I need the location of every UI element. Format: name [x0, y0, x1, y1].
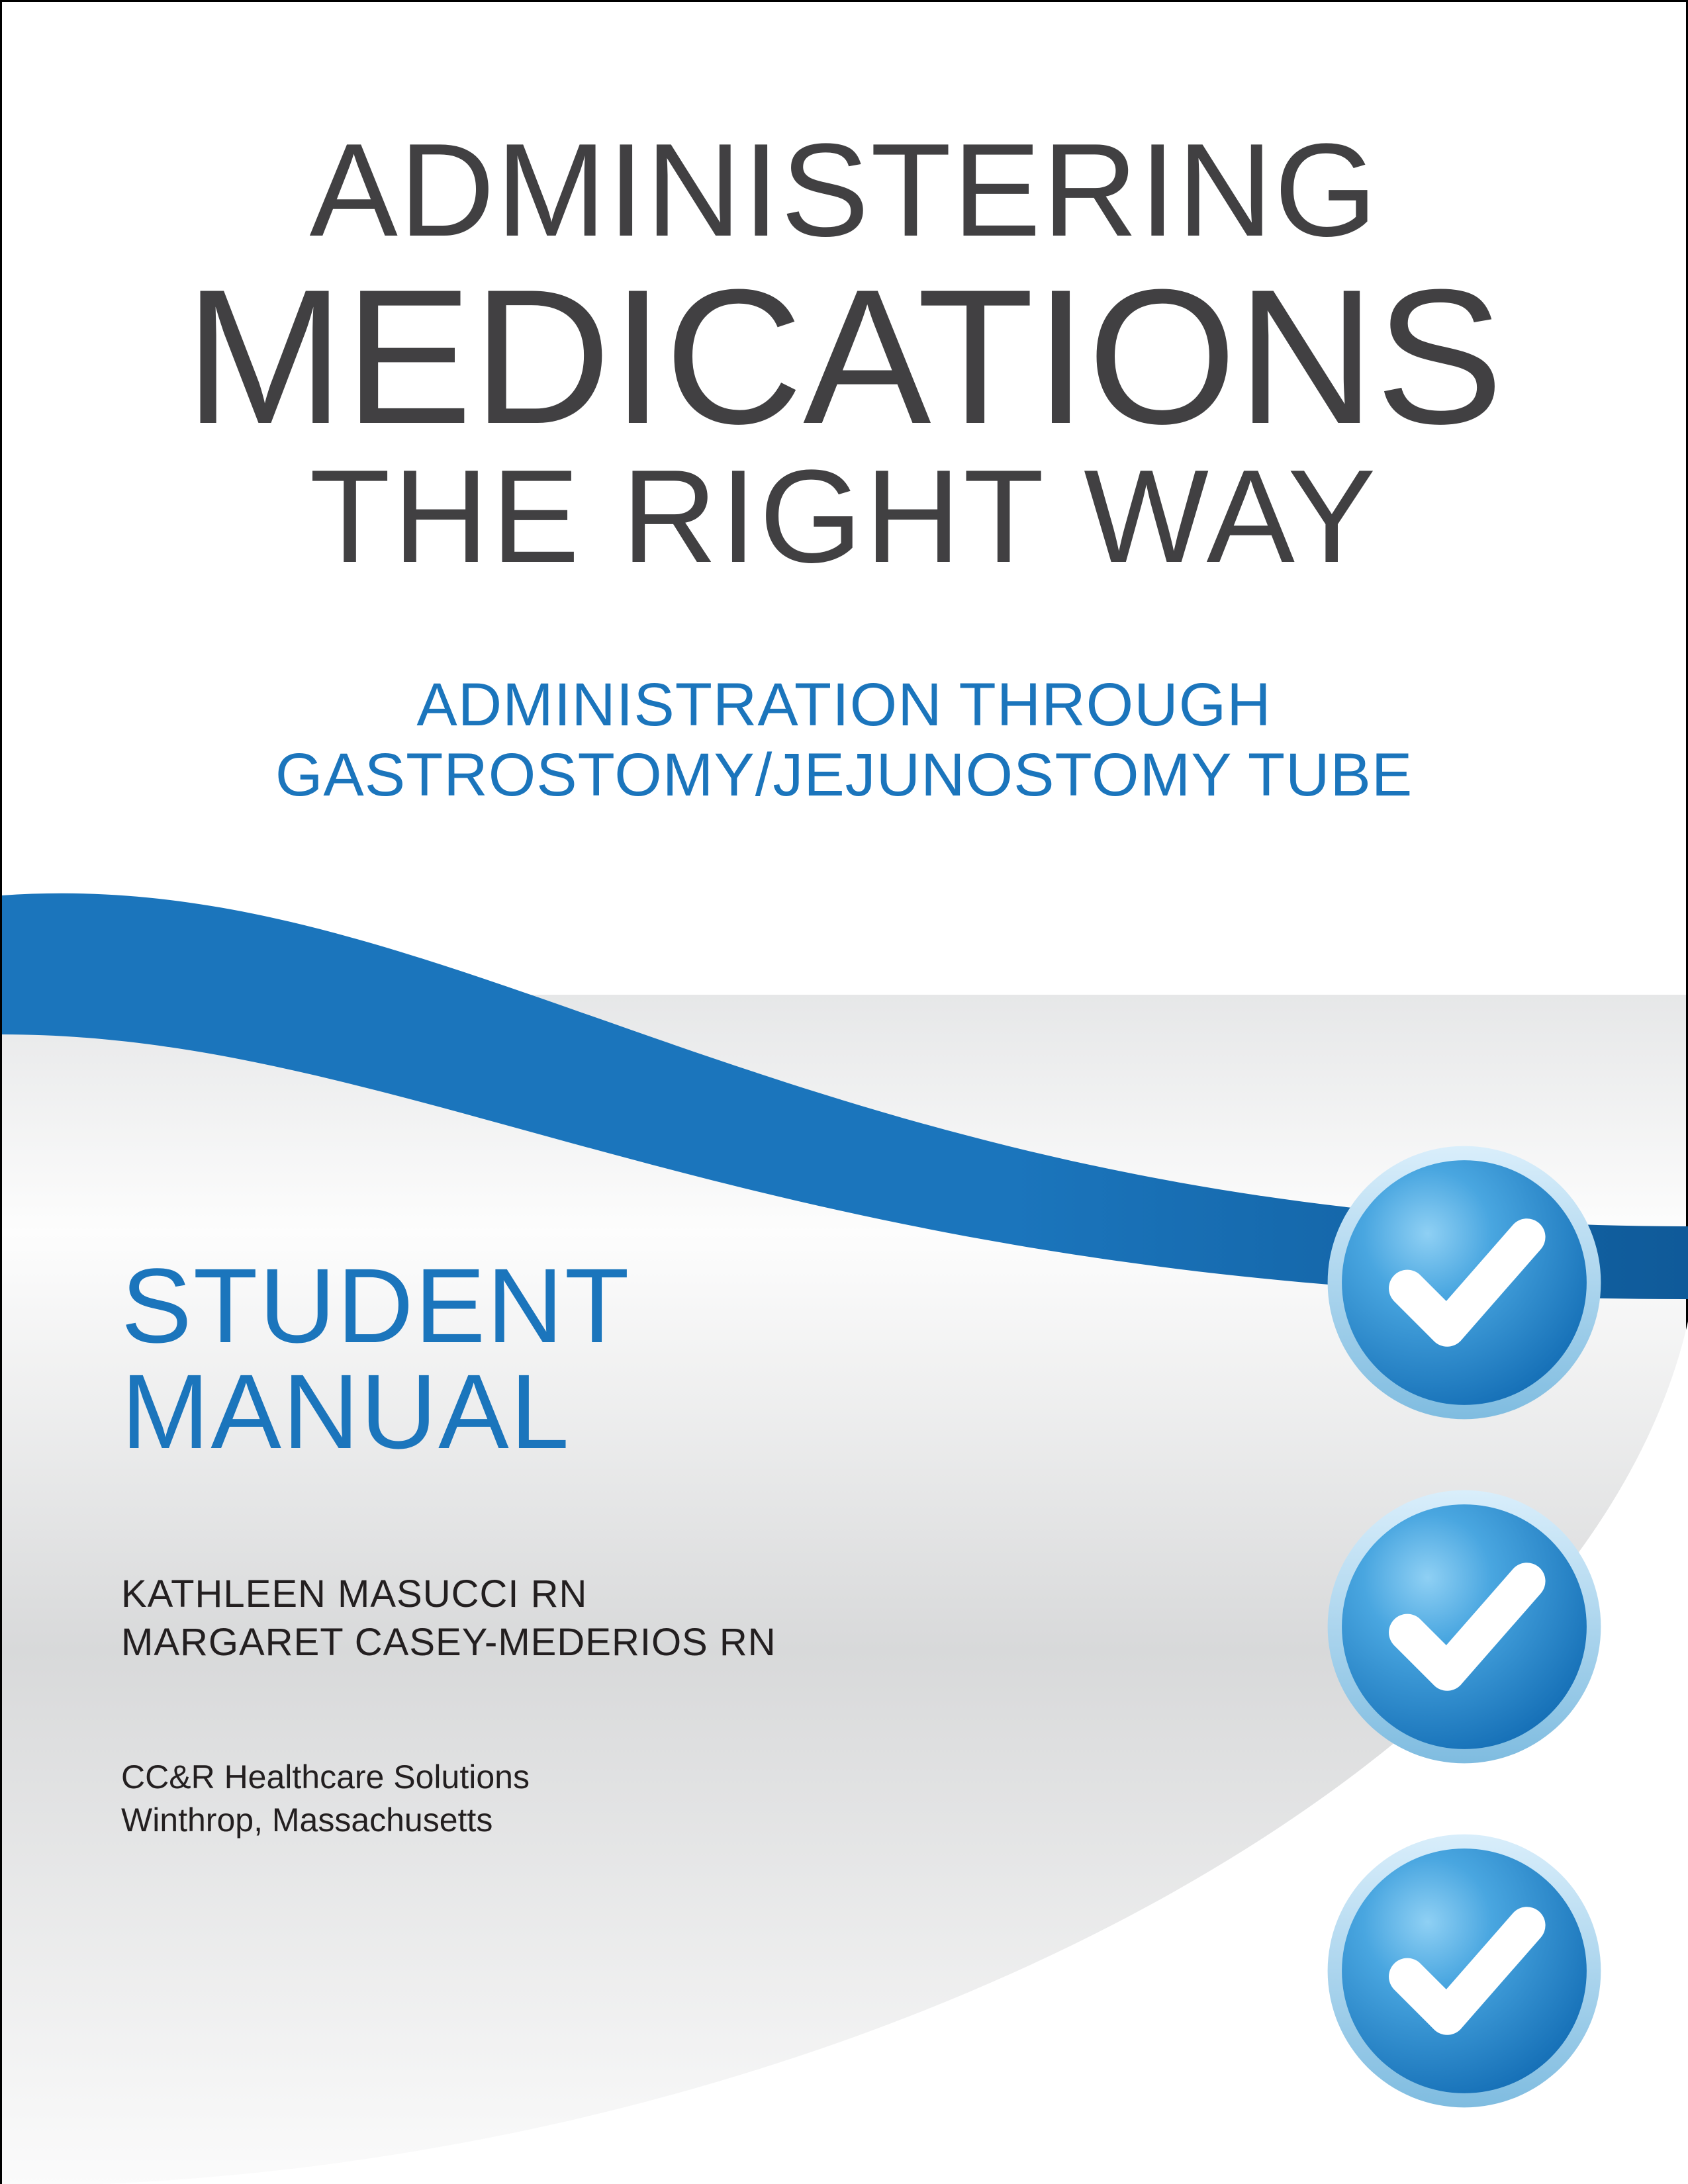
main-title: ADMINISTERING MEDICATIONS THE RIGHT WAY — [2, 114, 1686, 593]
author-1: KATHLEEN MASUCCI RN — [121, 1570, 776, 1619]
subtitle-line-1: ADMINISTRATION THROUGH — [2, 670, 1686, 741]
authors-block: KATHLEEN MASUCCI RN MARGARET CASEY-MEDER… — [121, 1570, 776, 1666]
checkmark-badges — [1322, 1140, 1607, 2113]
title-line-1: ADMINISTERING — [2, 114, 1686, 267]
publisher-block: CC&R Healthcare Solutions Winthrop, Mass… — [121, 1756, 530, 1842]
student-manual-line-2: MANUAL — [121, 1359, 631, 1465]
cover-page: ADMINISTERING MEDICATIONS THE RIGHT WAY … — [2, 2, 1686, 2182]
student-manual-label: STUDENT MANUAL — [121, 1253, 631, 1465]
author-2: MARGARET CASEY-MEDERIOS RN — [121, 1619, 776, 1667]
subtitle-line-2: GASTROSTOMY/JEJUNOSTOMY TUBE — [2, 741, 1686, 811]
title-line-2: MEDICATIONS — [2, 247, 1686, 467]
subtitle: ADMINISTRATION THROUGH GASTROSTOMY/JEJUN… — [2, 670, 1686, 811]
student-manual-line-1: STUDENT — [121, 1253, 631, 1359]
checkmark-badge-1 — [1322, 1140, 1607, 1425]
publisher-location: Winthrop, Massachusetts — [121, 1799, 530, 1842]
checkmark-badge-3 — [1322, 1829, 1607, 2113]
publisher-name: CC&R Healthcare Solutions — [121, 1756, 530, 1799]
checkmark-badge-2 — [1322, 1484, 1607, 1769]
